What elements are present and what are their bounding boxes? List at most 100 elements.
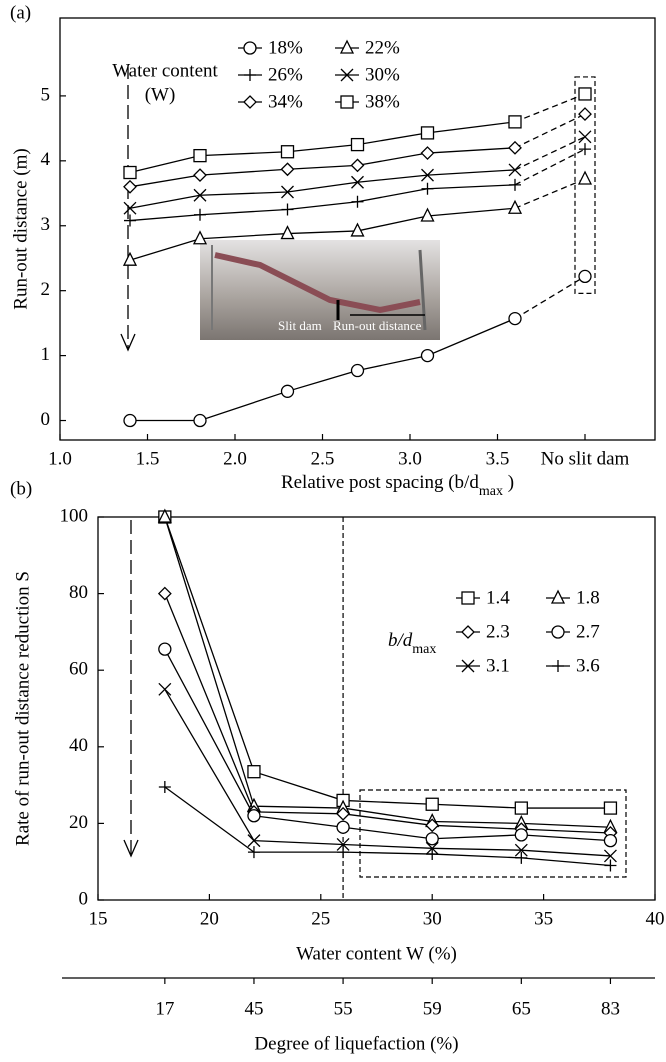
series-line bbox=[130, 148, 515, 187]
marker bbox=[515, 829, 527, 841]
marker bbox=[282, 227, 294, 239]
legend-marker bbox=[244, 69, 256, 81]
y-tick-label: 3 bbox=[41, 214, 51, 235]
marker bbox=[352, 159, 364, 171]
y-tick-label: 2 bbox=[41, 279, 51, 300]
marker bbox=[426, 798, 438, 810]
y-axis-title: Rate of run-out distance reduction S bbox=[12, 571, 33, 846]
series-line bbox=[165, 517, 611, 808]
marker bbox=[159, 643, 171, 655]
panel-label: (b) bbox=[10, 478, 32, 499]
x-tick-label: 3.0 bbox=[398, 448, 422, 469]
marker bbox=[579, 131, 591, 143]
series-line bbox=[130, 122, 515, 173]
marker bbox=[579, 270, 591, 282]
legend-marker bbox=[462, 626, 474, 638]
panel-label: (a) bbox=[10, 2, 31, 23]
y-tick-label: 100 bbox=[60, 505, 89, 526]
marker bbox=[515, 802, 527, 814]
marker bbox=[282, 385, 294, 397]
marker bbox=[194, 415, 206, 427]
marker bbox=[509, 142, 521, 154]
y-tick-label: 80 bbox=[69, 582, 88, 603]
marker bbox=[194, 209, 206, 221]
legend-label: 1.4 bbox=[486, 587, 510, 608]
legend-marker bbox=[552, 660, 564, 672]
legend-label: 22% bbox=[365, 37, 400, 58]
marker bbox=[509, 313, 521, 325]
x-axis-title: Relative post spacing (b/dmax ) bbox=[281, 472, 514, 498]
marker bbox=[352, 365, 364, 377]
x-tick-label: 25 bbox=[311, 908, 330, 929]
legend-label: 3.6 bbox=[576, 655, 600, 676]
x-tick-label: 2.5 bbox=[311, 448, 335, 469]
x2-tick-label: 65 bbox=[512, 998, 531, 1019]
series-line bbox=[165, 517, 611, 827]
y-tick-label: 5 bbox=[41, 84, 51, 105]
x-axis-title: Water content W (%) bbox=[296, 943, 457, 964]
x-axis-title-part: ) bbox=[503, 472, 514, 493]
marker bbox=[282, 204, 294, 216]
marker bbox=[509, 179, 521, 191]
legend-title-part: b/d bbox=[388, 630, 413, 651]
x-axis-title-part: Relative post spacing (b/d bbox=[281, 472, 479, 493]
legend-label: 18% bbox=[268, 37, 303, 58]
x-tick-label: 15 bbox=[89, 908, 108, 929]
marker bbox=[604, 835, 616, 847]
marker bbox=[352, 139, 364, 151]
legend-marker bbox=[244, 42, 256, 54]
marker bbox=[124, 415, 136, 427]
legend-marker bbox=[341, 96, 353, 108]
legend-label: 38% bbox=[365, 91, 400, 112]
x-tick-label: 35 bbox=[534, 908, 553, 929]
x2-tick-label: 59 bbox=[423, 998, 442, 1019]
x-tick-label: No slit dam bbox=[541, 448, 630, 469]
marker bbox=[159, 588, 171, 600]
legend-marker bbox=[552, 591, 564, 603]
plot-frame bbox=[98, 517, 655, 900]
marker bbox=[426, 833, 438, 845]
legend-label: 2.7 bbox=[576, 621, 600, 642]
marker bbox=[282, 146, 294, 158]
x2-axis-title: Degree of liquefaction (%) bbox=[254, 1033, 458, 1054]
legend-marker bbox=[462, 592, 474, 604]
marker bbox=[248, 766, 260, 778]
y-tick-label: 0 bbox=[41, 409, 51, 430]
marker bbox=[579, 88, 591, 100]
marker bbox=[337, 821, 349, 833]
marker bbox=[422, 127, 434, 139]
x2-tick-label: 83 bbox=[601, 998, 620, 1019]
marker bbox=[248, 846, 260, 858]
marker bbox=[426, 848, 438, 860]
marker bbox=[124, 202, 136, 214]
y-tick-label: 1 bbox=[41, 344, 51, 365]
x-tick-label: 40 bbox=[646, 908, 665, 929]
series-line bbox=[130, 185, 515, 221]
y-tick-label: 60 bbox=[69, 659, 88, 680]
series-line bbox=[165, 689, 611, 856]
x2-tick-label: 17 bbox=[155, 998, 174, 1019]
marker bbox=[124, 181, 136, 193]
legend-title-part: max bbox=[412, 642, 436, 657]
legend-label: 2.3 bbox=[486, 621, 510, 642]
inset-label: Slit dam bbox=[278, 318, 322, 333]
x-tick-label: 2.0 bbox=[223, 448, 247, 469]
legend-title: b/dmax bbox=[388, 630, 436, 656]
legend-marker bbox=[552, 626, 564, 638]
x-tick-label: 1.0 bbox=[48, 448, 72, 469]
y-tick-label: 0 bbox=[79, 888, 89, 909]
marker bbox=[352, 196, 364, 208]
series-line bbox=[130, 170, 515, 208]
marker bbox=[124, 167, 136, 179]
marker bbox=[509, 201, 521, 213]
marker bbox=[579, 172, 591, 184]
marker bbox=[422, 350, 434, 362]
y-axis-title: Run-out distance (m) bbox=[10, 148, 31, 309]
x-tick-label: 20 bbox=[200, 908, 219, 929]
marker bbox=[194, 232, 206, 244]
legend-label: 34% bbox=[268, 91, 303, 112]
legend-marker bbox=[244, 96, 256, 108]
legend-marker bbox=[341, 41, 353, 53]
marker bbox=[509, 116, 521, 128]
marker bbox=[422, 147, 434, 159]
